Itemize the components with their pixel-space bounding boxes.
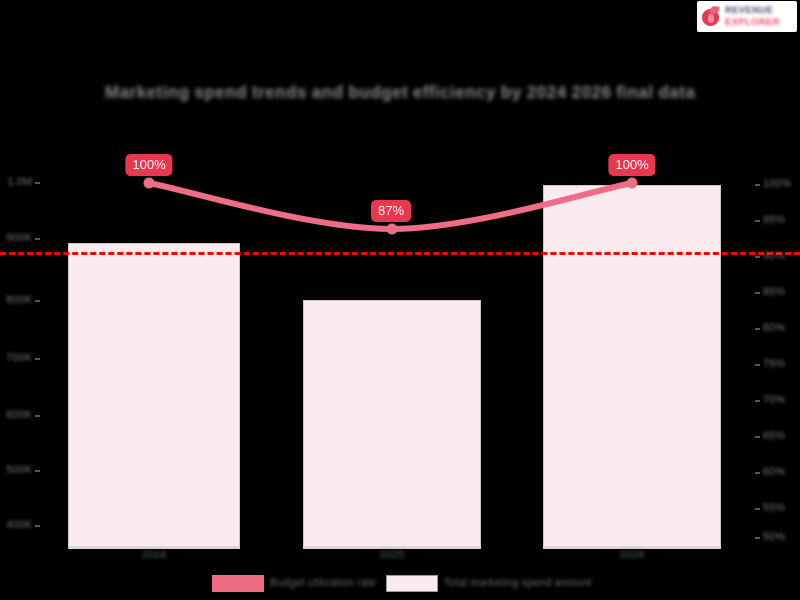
left-axis-tick-mark-4 <box>35 415 40 417</box>
legend-swatch-icon <box>385 574 438 592</box>
right-axis-tick-label-5: 75% <box>763 358 786 370</box>
left-axis-tick-mark-5 <box>35 470 40 472</box>
right-axis-tick-label-7: 65% <box>763 430 786 442</box>
right-axis-tick-mark-6 <box>755 400 760 402</box>
bar-2025[interactable] <box>303 300 481 549</box>
data-point-label-2: 100% <box>608 154 656 176</box>
right-axis-tick-mark-3 <box>755 292 760 294</box>
x-axis-tick-label-0: 2024 <box>141 549 167 561</box>
reference-line-layer <box>0 180 800 255</box>
left-axis-tick-label-1: 900K <box>6 232 32 244</box>
brand-logo: REVENUE EXPLORER <box>697 1 797 32</box>
bar-2024[interactable] <box>68 243 240 549</box>
left-axis-tick-mark-1 <box>35 238 40 240</box>
legend-item-budget-utilization-rate[interactable]: Budget utilization rate <box>212 574 376 592</box>
right-axis-tick-label-0: 100% <box>763 178 792 190</box>
left-axis-tick-mark-6 <box>35 525 40 527</box>
left-axis-tick-mark-3 <box>35 358 40 360</box>
right-axis-tick-mark-8 <box>755 472 760 474</box>
brand-logo-line1: REVENUE <box>725 5 774 16</box>
reference-line <box>0 252 800 255</box>
right-axis-tick-label-10: 50% <box>763 531 786 543</box>
brand-logo-text: REVENUE EXPLORER <box>725 5 780 28</box>
right-axis-tick-label-3: 85% <box>763 286 786 298</box>
left-axis-tick-label-3: 700K <box>6 352 32 364</box>
left-axis-tick-label-6: 400K <box>6 519 32 531</box>
legend-swatch-icon <box>212 574 264 592</box>
brand-logo-line2: EXPLORER <box>725 17 780 28</box>
right-axis-tick-label-1: 95% <box>763 214 786 226</box>
right-axis-tick-mark-0 <box>755 184 760 186</box>
right-axis-tick-label-2: 90% <box>763 250 786 262</box>
legend-label: Budget utilization rate <box>270 577 376 589</box>
right-axis-tick-label-9: 55% <box>763 502 786 514</box>
x-axis-tick-label-2: 2026 <box>619 549 645 561</box>
chart-title: Marketing spend trends and budget effici… <box>104 82 696 102</box>
plot-area <box>40 180 755 549</box>
chart-legend: Budget utilization rate Total marketing … <box>206 570 594 596</box>
right-axis-tick-label-6: 70% <box>763 394 786 406</box>
left-axis-tick-label-0: 1.0M <box>7 176 32 188</box>
left-axis-tick-mark-2 <box>35 300 40 302</box>
data-point-label-1: 87% <box>370 200 412 222</box>
data-point-label-0: 100% <box>125 154 173 176</box>
bar-2026[interactable] <box>543 185 721 549</box>
right-axis-tick-label-8: 60% <box>763 466 786 478</box>
right-axis-tick-mark-4 <box>755 328 760 330</box>
left-axis-tick-label-4: 600K <box>6 409 32 421</box>
legend-label: Total marketing spend amount <box>443 577 592 589</box>
left-axis-tick-label-2: 800K <box>6 294 32 306</box>
left-axis-tick-label-5: 500K <box>6 464 32 476</box>
right-axis-tick-mark-1 <box>755 220 760 222</box>
right-axis-tick-mark-9 <box>755 508 760 510</box>
flower-circle-icon <box>701 5 722 27</box>
right-axis-tick-mark-2 <box>755 256 760 258</box>
right-axis-tick-mark-7 <box>755 436 760 438</box>
right-axis-tick-mark-5 <box>755 364 760 366</box>
right-axis-tick-mark-10 <box>755 537 760 539</box>
right-axis-tick-label-4: 80% <box>763 322 786 334</box>
x-axis-tick-label-1: 2025 <box>379 549 405 561</box>
left-axis-tick-mark-0 <box>35 182 40 184</box>
legend-item-total-marketing-spend[interactable]: Total marketing spend amount <box>385 574 592 592</box>
